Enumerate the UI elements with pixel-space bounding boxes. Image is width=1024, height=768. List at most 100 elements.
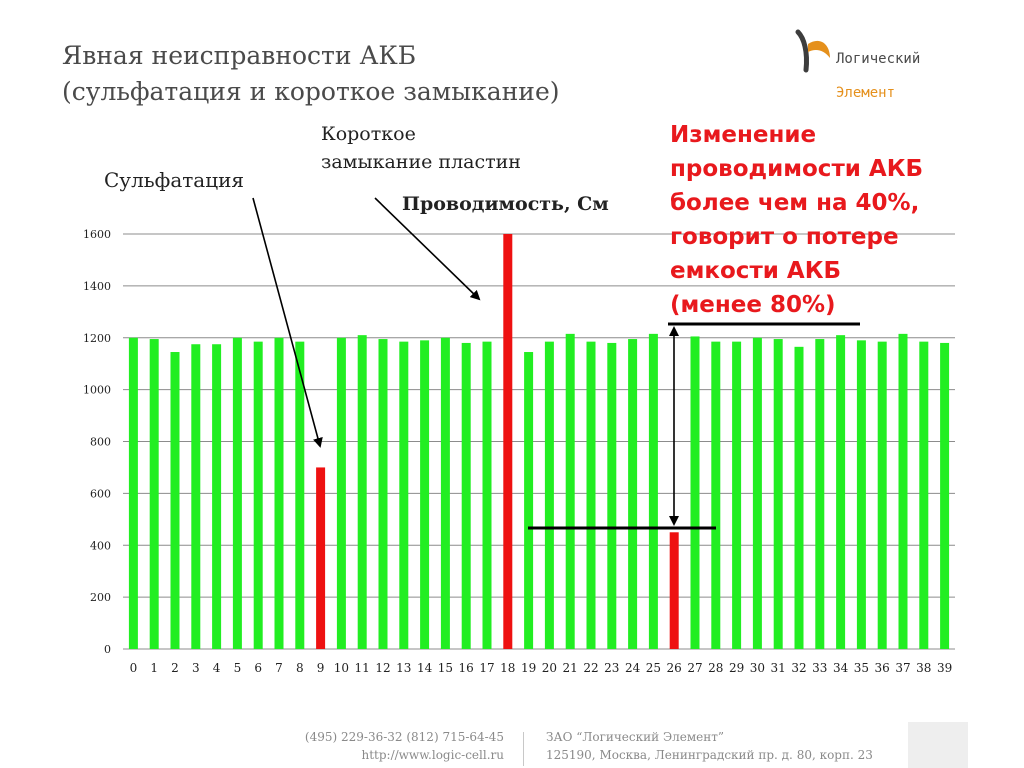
- bar: [544, 341, 554, 649]
- y-tick-label: 1600: [83, 228, 111, 241]
- short-circuit-label: Короткое замыкание пластин: [321, 123, 521, 173]
- bar: [357, 335, 367, 649]
- footer-company-name: ЗАО “Логический Элемент”: [546, 730, 725, 744]
- x-tick-label: 24: [625, 661, 641, 675]
- y-tick-label: 1000: [83, 384, 111, 397]
- y-tick-label: 600: [90, 487, 111, 500]
- x-tick-label: 15: [438, 661, 453, 675]
- bar: [170, 352, 180, 649]
- x-tick-label: 2: [171, 661, 179, 675]
- footer-contacts: (495) 229-36-32 (812) 715-64-45 http://w…: [305, 728, 504, 764]
- bar-fault: [503, 234, 513, 649]
- bar: [919, 341, 929, 649]
- x-tick-label: 39: [937, 661, 952, 675]
- x-tick-label: 12: [375, 661, 390, 675]
- logo-mark-icon: [795, 29, 830, 73]
- bar-fault: [316, 467, 326, 649]
- x-tick-label: 20: [542, 661, 557, 675]
- x-tick-label: 37: [895, 661, 910, 675]
- bar: [794, 346, 804, 649]
- company-logo: Логический Элемент: [794, 28, 964, 101]
- x-tick-label: 32: [791, 661, 806, 675]
- x-tick-label: 36: [875, 661, 890, 675]
- x-tick-label: 9: [317, 661, 325, 675]
- x-tick-label: 19: [521, 661, 536, 675]
- sulfation-label: Сульфатация: [104, 168, 245, 192]
- y-tick-label: 0: [104, 643, 111, 656]
- x-tick-label: 35: [854, 661, 869, 675]
- x-tick-label: 6: [254, 661, 262, 675]
- x-tick-label: 25: [646, 661, 661, 675]
- bar: [752, 337, 762, 649]
- x-tick-label: 10: [334, 661, 349, 675]
- bar: [856, 340, 866, 649]
- bar: [815, 339, 825, 649]
- bar: [877, 341, 887, 649]
- footer-company: ЗАО “Логический Элемент” 125190, Москва,…: [546, 728, 873, 764]
- bar: [732, 341, 742, 649]
- x-tick-label: 38: [916, 661, 931, 675]
- x-tick-label: 0: [130, 661, 138, 675]
- y-tick-label: 1400: [83, 280, 111, 293]
- x-tick-label: 8: [296, 661, 304, 675]
- x-tick-label: 13: [396, 661, 411, 675]
- logo-line2: Элемент: [836, 85, 896, 101]
- x-tick-label: 5: [234, 661, 242, 675]
- x-tick-label: 28: [708, 661, 723, 675]
- x-tick-label: 18: [500, 661, 515, 675]
- y-tick-label: 200: [90, 591, 111, 604]
- x-tick-label: 27: [687, 661, 702, 675]
- x-tick-label: 4: [213, 661, 221, 675]
- x-tick-label: 16: [459, 661, 474, 675]
- bar: [232, 337, 242, 649]
- bar: [690, 336, 700, 649]
- bar: [711, 341, 721, 649]
- page-title: Явная неисправности АКБ (сульфатация и к…: [62, 41, 560, 106]
- short-circuit-arrow: [374, 197, 481, 301]
- x-tick-label: 31: [771, 661, 786, 675]
- bar: [524, 352, 534, 649]
- y-tick-label: 800: [90, 436, 111, 449]
- corner-decoration: [908, 722, 968, 768]
- bar: [836, 335, 846, 649]
- x-tick-label: 34: [833, 661, 849, 675]
- footer-address: 125190, Москва, Ленинградский пр. д. 80,…: [546, 748, 873, 762]
- bar: [378, 339, 388, 649]
- bar: [274, 337, 284, 649]
- sulfation-arrow: [252, 197, 323, 448]
- bar: [898, 333, 908, 649]
- x-tick-label: 33: [812, 661, 827, 675]
- bar: [565, 333, 575, 649]
- bar: [586, 341, 596, 649]
- footer-site-link[interactable]: http://www.logic-cell.ru: [361, 748, 504, 762]
- x-tick-label: 14: [417, 661, 433, 675]
- x-tick-label: 3: [192, 661, 200, 675]
- bar: [940, 342, 950, 649]
- bar: [482, 341, 492, 649]
- logo-text: Логический Элемент: [836, 34, 920, 102]
- x-tick-label: 21: [563, 661, 578, 675]
- bar: [773, 339, 783, 649]
- capacity-note: Изменение проводимости АКБ более чем на …: [670, 122, 924, 318]
- x-tick-label: 17: [479, 661, 494, 675]
- bar-fault: [669, 532, 679, 649]
- bar: [295, 341, 305, 649]
- bar: [420, 340, 430, 649]
- x-tick-label: 23: [604, 661, 619, 675]
- x-tick-label: 30: [750, 661, 765, 675]
- x-tick-label: 11: [355, 661, 370, 675]
- footer-phones: (495) 229-36-32 (812) 715-64-45: [304, 730, 504, 744]
- bar: [648, 333, 658, 649]
- x-tick-label: 7: [275, 661, 283, 675]
- x-tick-label: 29: [729, 661, 744, 675]
- bar: [149, 339, 159, 649]
- bar: [628, 339, 638, 649]
- x-tick-label: 26: [667, 661, 682, 675]
- bar: [253, 341, 263, 649]
- bar: [461, 342, 471, 649]
- metric-label: Проводимость, См: [402, 193, 609, 215]
- y-tick-label: 400: [90, 539, 111, 552]
- bar: [191, 344, 201, 649]
- y-tick-label: 1200: [83, 332, 111, 345]
